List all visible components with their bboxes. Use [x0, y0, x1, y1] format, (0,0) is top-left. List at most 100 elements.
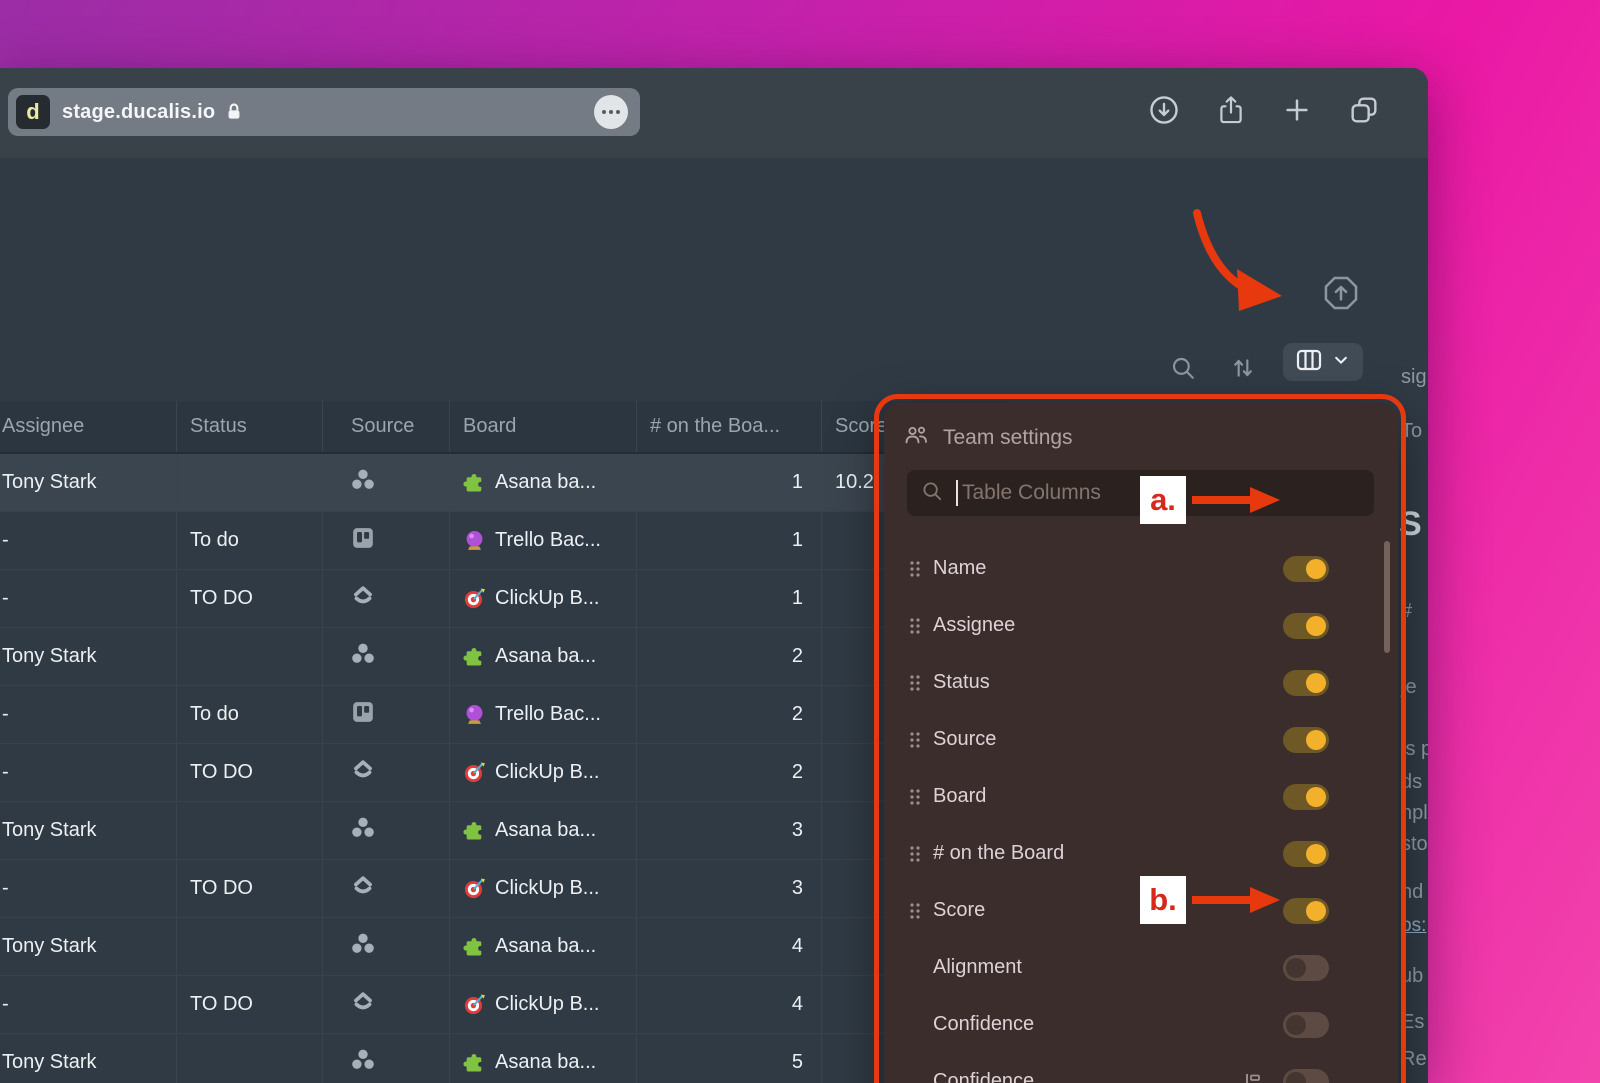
drag-handle-icon[interactable] — [908, 901, 922, 921]
board-name: Trello Bac... — [495, 529, 601, 551]
board-number-cell: 1 — [637, 512, 822, 569]
table-row[interactable]: - TO DO ClickUp B... 3 — [0, 860, 1008, 918]
toggle-off[interactable] — [1283, 954, 1329, 981]
address-bar[interactable]: d stage.ducalis.io — [8, 88, 640, 136]
assignee-cell: - — [0, 686, 177, 743]
board-cell: ClickUp B... — [450, 744, 637, 801]
clipped-text-fragment: To — [1401, 420, 1423, 442]
table-row[interactable]: - TO DO ClickUp B... 1 — [0, 570, 1008, 628]
columns-settings-button[interactable] — [1283, 343, 1363, 381]
status-cell: To do — [177, 686, 323, 743]
site-favicon: d — [16, 95, 50, 129]
board-cell: Asana ba... — [450, 454, 637, 511]
drag-handle-icon[interactable] — [908, 787, 922, 807]
table-row[interactable]: - TO DO ClickUp B... 4 — [0, 976, 1008, 1034]
url-text: stage.ducalis.io — [62, 100, 216, 123]
dart-icon — [463, 877, 486, 900]
drag-handle-icon[interactable] — [908, 616, 922, 636]
column-toggle-item--on-the-board: # on the Board — [884, 825, 1398, 882]
column-header-source[interactable]: Source — [323, 401, 450, 452]
toggle-on[interactable] — [1283, 783, 1329, 810]
source-cell — [323, 918, 450, 975]
column-header-board[interactable]: Board — [450, 401, 637, 452]
table-row[interactable]: Tony Stark Asana ba... 3 — [0, 802, 1008, 860]
clipped-text-fragment: Re — [1401, 1048, 1427, 1070]
board-number-cell: 1 — [637, 454, 822, 511]
downloads-icon[interactable] — [1148, 94, 1180, 126]
trello-icon — [351, 700, 375, 730]
dart-icon — [463, 993, 486, 1016]
clipped-text-fragment: sto — [1401, 833, 1428, 855]
dart-icon — [463, 587, 486, 610]
column-toggle-item-source: Source — [884, 711, 1398, 768]
source-cell — [323, 744, 450, 801]
source-cell — [323, 976, 450, 1033]
status-cell: TO DO — [177, 860, 323, 917]
toggle-off[interactable] — [1283, 1068, 1329, 1083]
assignee-cell: - — [0, 570, 177, 627]
column-header-num[interactable]: # on the Boa... — [637, 401, 822, 452]
source-cell — [323, 686, 450, 743]
column-toggle-item-name: Name — [884, 540, 1398, 597]
sort-icon[interactable] — [1230, 355, 1256, 386]
table-row[interactable]: Tony Stark Asana ba... 4 — [0, 918, 1008, 976]
clickup-icon — [351, 990, 375, 1020]
page-options-button[interactable] — [594, 95, 628, 129]
clipped-text-fragment: ds — [1401, 771, 1423, 793]
text-cursor — [956, 480, 958, 506]
board-name: ClickUp B... — [495, 877, 600, 899]
table-row[interactable]: - To do Trello Bac... 2 — [0, 686, 1008, 744]
table-row[interactable]: Tony Stark Asana ba... 5 — [0, 1034, 1008, 1083]
table-row[interactable]: Tony Stark Asana ba... 2 — [0, 628, 1008, 686]
clickup-icon — [351, 758, 375, 788]
dart-icon — [463, 761, 486, 784]
column-label: Confidence — [933, 1070, 1035, 1083]
column-label: Name — [933, 557, 987, 579]
status-cell — [177, 1034, 323, 1083]
source-cell — [323, 628, 450, 685]
search-icon[interactable] — [1170, 355, 1196, 386]
new-tab-icon[interactable] — [1282, 95, 1312, 125]
toggle-off[interactable] — [1283, 1011, 1329, 1038]
board-name: Asana ba... — [495, 819, 597, 841]
column-toggle-item-confidence: Confidence — [884, 996, 1398, 1053]
board-number-cell: 3 — [637, 802, 822, 859]
clipped-text-fragment: nd — [1401, 881, 1424, 903]
assignee-cell: Tony Stark — [0, 628, 177, 685]
board-name: Asana ba... — [495, 1051, 597, 1073]
table-row[interactable]: Tony Stark Asana ba... 1 10.2 — [0, 454, 1008, 512]
clipped-text-fragment: sig — [1401, 366, 1427, 388]
toggle-on[interactable] — [1283, 612, 1329, 639]
search-icon — [921, 480, 943, 507]
toggle-on[interactable] — [1283, 840, 1329, 867]
column-header-assignee[interactable]: Assignee — [0, 401, 177, 452]
table-row[interactable]: - TO DO ClickUp B... 2 — [0, 744, 1008, 802]
toggle-on[interactable] — [1283, 669, 1329, 696]
column-header-status[interactable]: Status — [177, 401, 323, 452]
toggle-on[interactable] — [1283, 726, 1329, 753]
annotation-label-a: a. — [1140, 476, 1186, 524]
toggle-on[interactable] — [1283, 555, 1329, 582]
clickup-icon — [351, 584, 375, 614]
drag-handle-icon[interactable] — [908, 559, 922, 579]
drag-handle-icon[interactable] — [908, 844, 922, 864]
board-cell: Asana ba... — [450, 628, 637, 685]
board-cell: Trello Bac... — [450, 512, 637, 569]
drag-handle-icon[interactable] — [908, 730, 922, 750]
table-row[interactable]: - To do Trello Bac... 1 — [0, 512, 1008, 570]
board-number-cell: 1 — [637, 570, 822, 627]
puzzle-icon — [463, 819, 486, 842]
drag-handle-icon[interactable] — [908, 673, 922, 693]
panel-scrollbar[interactable] — [1384, 541, 1390, 653]
asana-icon — [351, 816, 375, 846]
tab-overview-icon[interactable] — [1348, 94, 1380, 126]
share-icon[interactable] — [1216, 94, 1246, 126]
board-name: Asana ba... — [495, 645, 597, 667]
scroll-top-icon[interactable] — [1322, 274, 1360, 317]
toggle-on[interactable] — [1283, 897, 1329, 924]
column-label: Board — [933, 785, 987, 807]
puzzle-icon — [463, 645, 486, 668]
source-cell — [323, 1034, 450, 1083]
column-label: Source — [933, 728, 997, 750]
